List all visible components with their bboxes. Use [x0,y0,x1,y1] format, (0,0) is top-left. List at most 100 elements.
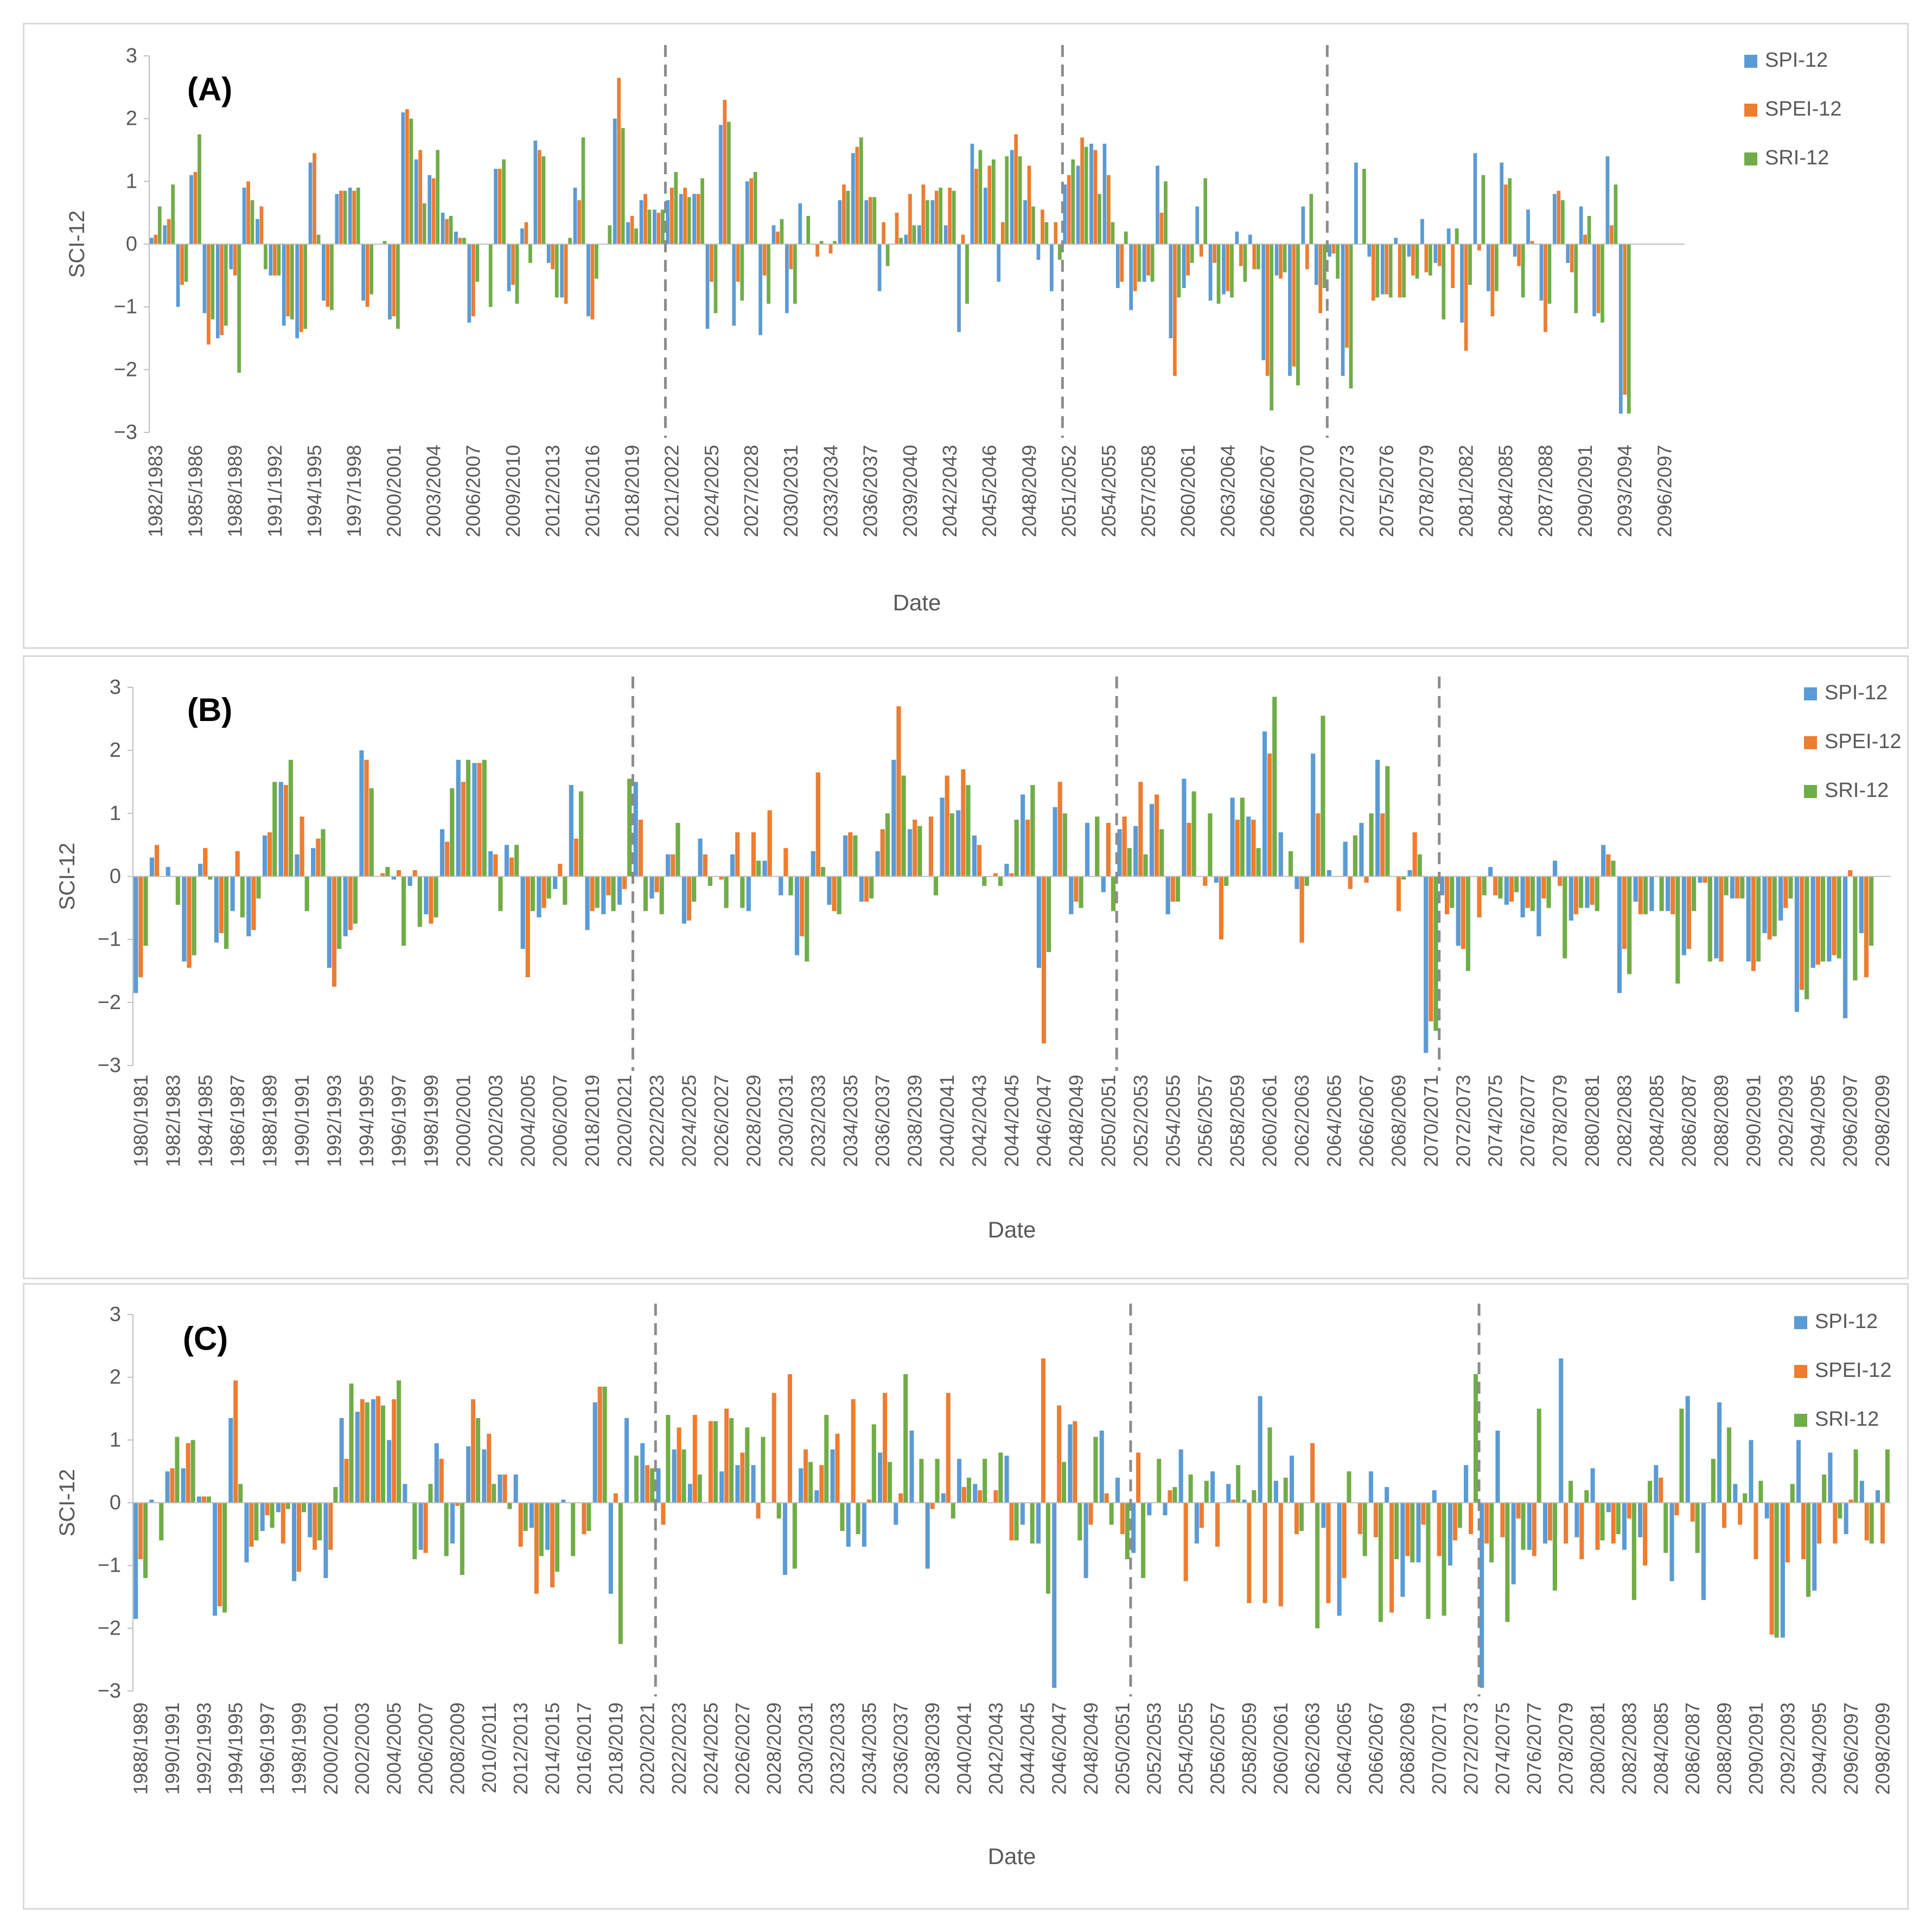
bar-spei-12 [804,1449,808,1503]
bar-spi-12 [1579,206,1583,244]
bar-spei-12 [1411,244,1415,276]
bar-sri-12 [1643,876,1648,915]
x-tick-label: 2054/2055 [1162,1075,1184,1167]
x-tick-label: 2030/2031 [775,1075,797,1167]
bar-spei-12 [723,99,727,244]
bar-sri-12 [621,128,625,244]
bar-spei-12 [855,146,859,244]
bar-spei-12 [1570,244,1574,273]
bar-spi-12 [1617,876,1622,993]
bar-sri-12 [1288,851,1293,877]
bar-spei-12 [974,169,978,244]
y-tick-label: 3 [110,1303,121,1326]
bar-sri-12 [1188,1474,1193,1503]
x-tick-label: 1996/1997 [387,1075,410,1167]
bar-sri-12 [713,244,718,314]
bar-spi-12 [1605,156,1610,244]
bar-spei-12 [638,819,643,877]
x-tick-label: 2040/2041 [936,1075,958,1167]
bar-spi-12 [359,750,364,877]
bar-spi-12 [1495,1430,1500,1503]
bar-sri-12 [1838,1503,1842,1518]
bar-spei-12 [1106,822,1111,877]
bar-sri-12 [1084,146,1088,244]
bar-spei-12 [326,244,330,307]
bar-sri-12 [1353,835,1357,877]
bar-spi-12 [1083,1503,1088,1578]
bar-sri-12 [1143,854,1148,877]
bar-spei-12 [945,775,949,877]
x-tick-label: 2064/2065 [1333,1702,1355,1795]
bar-sri-12 [1627,876,1632,974]
bar-spei-12 [868,197,872,244]
bar-sri-12 [1243,244,1247,282]
bar-sri-12 [761,1437,766,1503]
x-tick-label: 2024/2025 [678,1075,700,1167]
bar-spi-12 [450,1503,455,1544]
bar-spi-12 [1069,876,1074,915]
legend-swatch [1794,1316,1807,1329]
bar-sri-12 [254,1503,259,1541]
bar-spei-12 [180,244,184,285]
bar-spi-12 [1194,1503,1199,1544]
x-tick-label: 1992/1993 [323,1075,346,1167]
bar-sri-12 [1806,1503,1810,1597]
bar-spei-12 [1389,1503,1394,1613]
bar-spi-12 [1407,244,1411,257]
bar-sri-12 [184,244,188,282]
bar-sri-12 [224,876,229,949]
bar-spi-12 [1669,1503,1674,1581]
x-tick-label: 2050/2051 [1097,1075,1119,1167]
bar-sri-12 [1321,716,1325,877]
bar-sri-12 [475,244,480,282]
bar-spi-12 [799,1468,804,1503]
legend-swatch [1744,55,1757,68]
x-tick-label: 2006/2007 [549,1075,571,1167]
bar-spi-12 [1085,822,1090,877]
bar-spei-12 [913,819,917,877]
bar-spi-12 [163,225,167,244]
bar-spi-12 [1480,1503,1484,1688]
bar-sri-12 [885,813,890,877]
bar-spei-12 [686,876,692,921]
bar-spei-12 [1080,137,1084,244]
bar-spi-12 [1169,244,1173,339]
x-tick-label: 2032/2033 [807,1075,829,1167]
bar-spi-12 [1261,244,1266,360]
bar-sri-12 [1164,181,1168,244]
bar-spi-12 [1004,864,1009,877]
bar-sri-12 [321,829,326,877]
bar-spei-12 [207,244,211,345]
bar-sri-12 [1299,1503,1304,1532]
bar-spi-12 [323,1503,328,1578]
bar-spi-12 [335,194,339,244]
bar-spei-12 [978,1490,983,1503]
bar-sri-12 [856,1503,860,1534]
x-tick-label: 2072/2073 [1336,445,1358,537]
bar-spei-12 [461,782,466,877]
bar-sri-12 [1489,1503,1494,1562]
bar-spi-12 [454,231,458,244]
bar-sri-12 [1256,244,1260,270]
bar-sri-12 [1450,876,1455,908]
bar-spei-12 [1305,244,1309,270]
bar-spi-12 [428,175,432,244]
bar-sri-12 [1005,156,1009,244]
bar-sri-12 [514,845,519,877]
bar-spi-12 [441,213,445,244]
bar-spi-12 [348,187,352,244]
bar-sri-12 [1853,1449,1858,1503]
bar-sri-12 [872,197,877,244]
x-tick-label: 2064/2065 [1323,1075,1346,1167]
bar-sri-12 [917,826,922,877]
bar-spi-12 [1063,184,1067,244]
bar-spei-12 [235,851,240,877]
x-tick-label: 1986/1987 [226,1075,248,1167]
bar-spei-12 [1783,876,1788,908]
x-tick-label: 2084/2085 [1495,445,1517,537]
bar-spi-12 [1020,1503,1025,1525]
bar-spi-12 [1764,1503,1769,1518]
bar-spi-12 [529,1503,534,1528]
bar-spei-12 [1544,244,1547,332]
bar-sri-12 [528,244,532,263]
